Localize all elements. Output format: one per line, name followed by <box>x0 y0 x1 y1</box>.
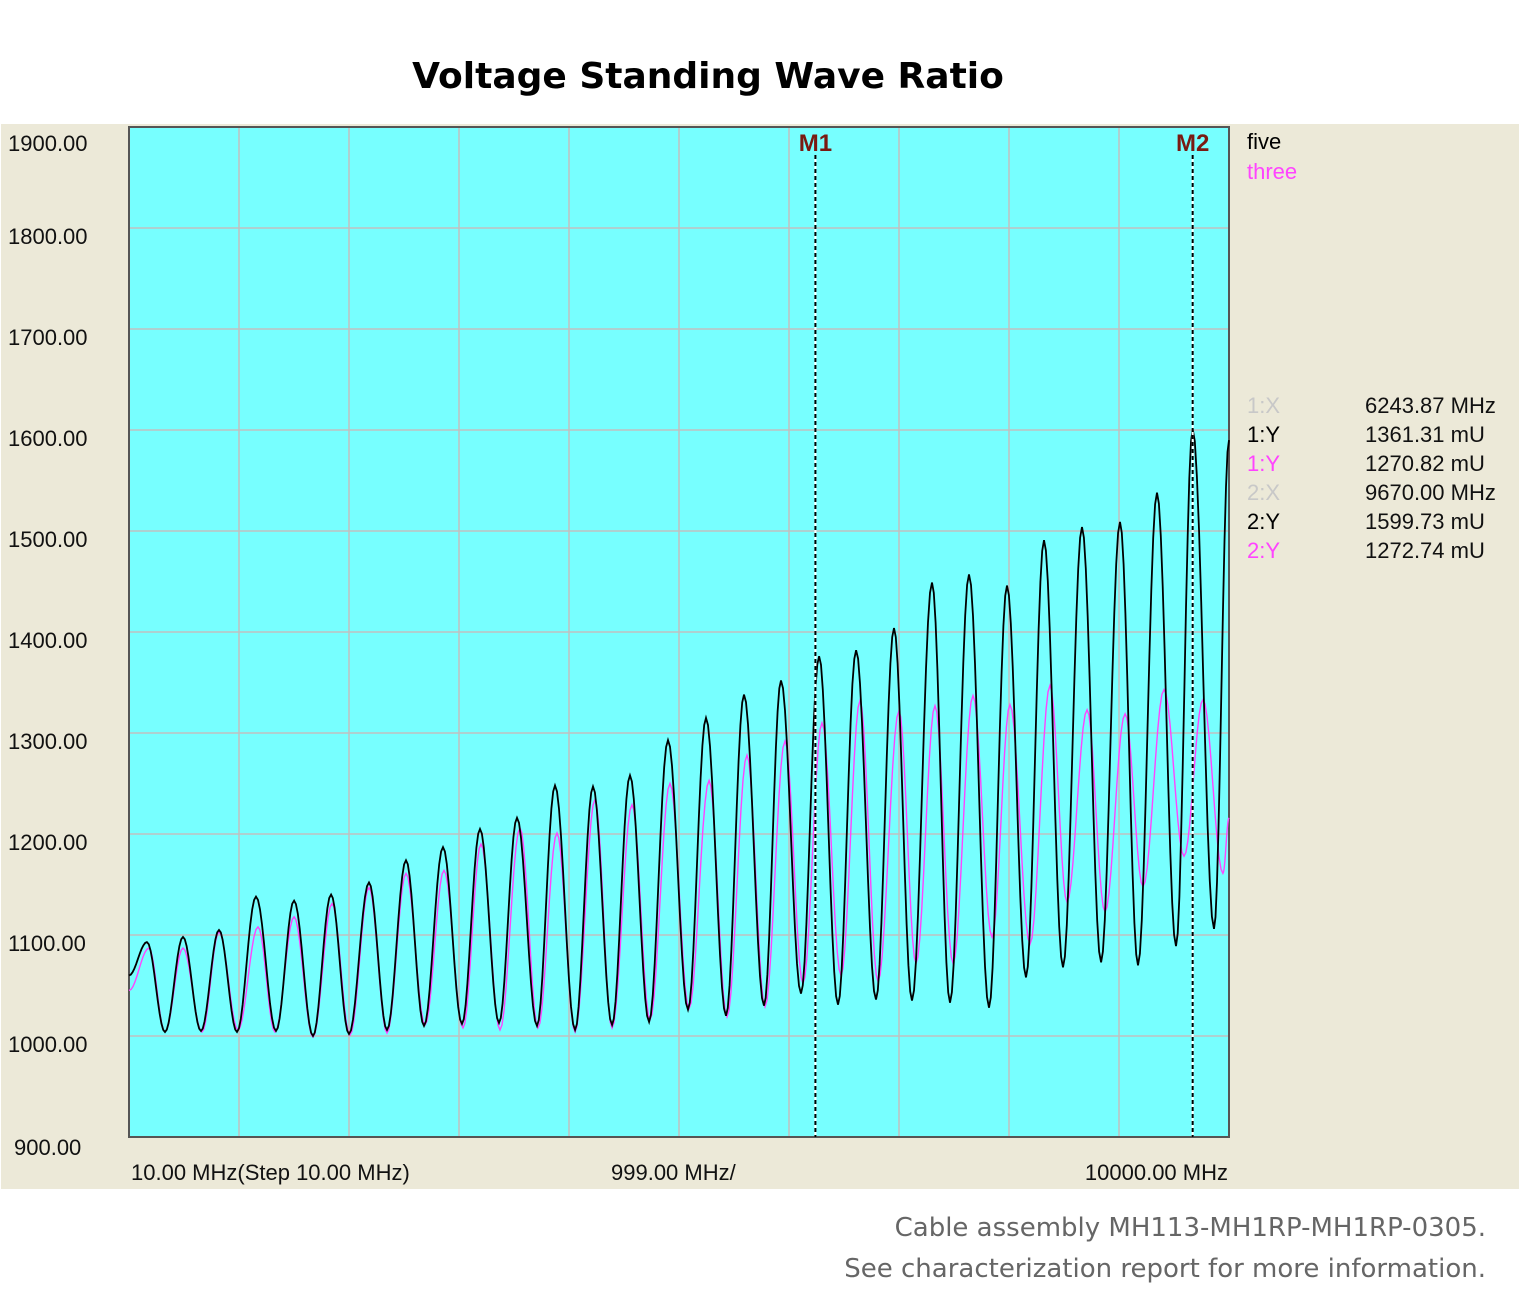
marker-label-m2: M2 <box>1176 130 1209 157</box>
series-line-five <box>128 428 1230 1038</box>
readout-key: 1:Y <box>1247 422 1280 447</box>
y-tick-label: 1600.00 <box>8 426 88 451</box>
readout-value: 9670.00 MHz <box>1365 480 1496 505</box>
y-tick-label: 1400.00 <box>8 628 88 653</box>
x-tick-right: 10000.00 MHz <box>1085 1160 1228 1185</box>
y-axis-ticks: 1900.00 1800.00 1700.00 1600.00 1500.00 1400.… <box>8 131 88 1160</box>
markers-group: M1 M2 <box>799 130 1209 1137</box>
readout-key: 2:Y <box>1247 509 1280 534</box>
y-tick-label: 1800.00 <box>8 224 88 249</box>
y-tick-label: 1300.00 <box>8 729 88 754</box>
legend-item-three: three <box>1247 159 1297 184</box>
series-group <box>128 428 1230 1039</box>
chart-title: Voltage Standing Wave Ratio <box>412 56 1004 97</box>
readout-key: 2:Y <box>1247 538 1280 563</box>
readout-key: 1:X <box>1247 393 1280 418</box>
readout-value: 1361.31 mU <box>1365 422 1485 447</box>
y-tick-label: 1700.00 <box>8 325 88 350</box>
x-tick-left: 10.00 MHz(Step 10.00 MHz) <box>131 1160 410 1185</box>
readout-key: 2:X <box>1247 480 1280 505</box>
y-tick-label: 1500.00 <box>8 527 88 552</box>
marker-readout: 1:X 6243.87 MHz 1:Y 1361.31 mU 1:Y 1270.82 mU… <box>1247 393 1496 563</box>
footer-line-2: See characterization report for more inf… <box>844 1254 1486 1284</box>
legend: five three <box>1247 129 1297 184</box>
readout-key: 1:Y <box>1247 451 1280 476</box>
x-tick-center: 999.00 MHz/ <box>611 1160 737 1185</box>
readout-value: 1270.82 mU <box>1365 451 1485 476</box>
y-tick-label: 900.00 <box>14 1135 81 1160</box>
legend-item-five: five <box>1247 129 1281 154</box>
y-tick-label: 1900.00 <box>8 131 88 156</box>
footer-line-1: Cable assembly MH113-MH1RP-MH1RP-0305. <box>895 1213 1486 1243</box>
readout-value: 1599.73 mU <box>1365 509 1485 534</box>
readout-value: 6243.87 MHz <box>1365 393 1496 418</box>
y-tick-label: 1100.00 <box>8 931 86 956</box>
y-tick-label: 1000.00 <box>8 1032 88 1057</box>
readout-value: 1272.74 mU <box>1365 538 1485 563</box>
y-tick-label: 1200.00 <box>8 830 88 855</box>
marker-label-m1: M1 <box>799 130 832 157</box>
